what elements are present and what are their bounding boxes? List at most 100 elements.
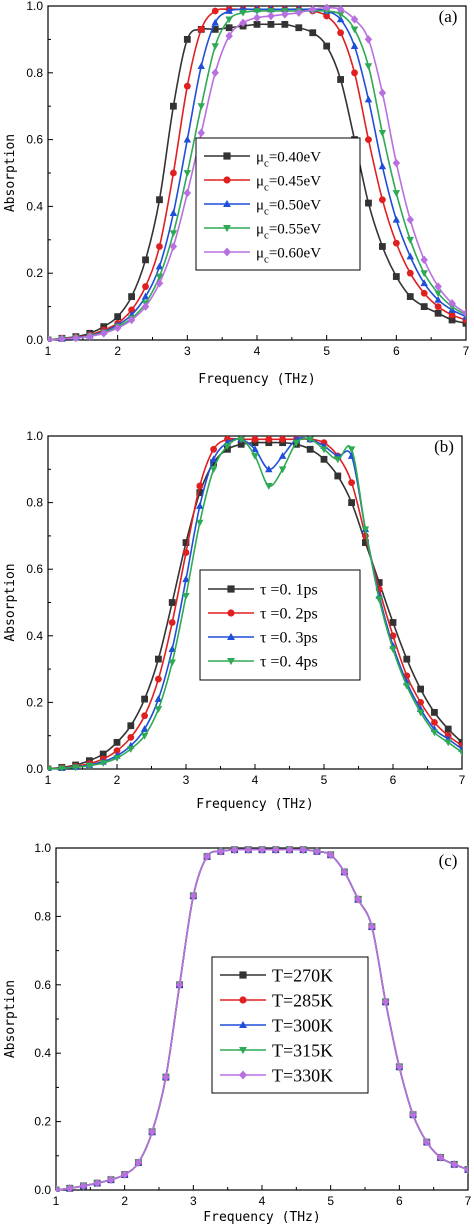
data-point — [175, 980, 184, 990]
data-point — [365, 199, 372, 207]
legend-marker — [223, 247, 231, 257]
data-point — [364, 95, 373, 103]
data-point — [168, 659, 176, 667]
y-tick-label: 0.2 — [34, 1115, 51, 1129]
data-point — [155, 655, 162, 663]
data-point — [203, 852, 211, 861]
data-point — [251, 445, 259, 453]
data-point — [392, 215, 401, 223]
data-point — [141, 695, 148, 703]
data-point — [406, 215, 415, 225]
data-point — [182, 549, 190, 556]
data-point — [375, 596, 383, 604]
data-point — [127, 746, 135, 753]
data-point — [348, 499, 355, 506]
data-point — [113, 738, 121, 746]
legend-marker — [223, 199, 231, 208]
data-point — [444, 725, 452, 733]
data-point — [154, 706, 163, 713]
data-point — [128, 306, 136, 314]
data-point — [127, 315, 136, 325]
chart-panel-3: 1 2 3 4 5 6 7 0.0 0.2 0.4 0.6 0.8 1.0 Frequency (THz)… — [3, 841, 472, 1225]
data-point — [320, 455, 328, 463]
data-point — [406, 293, 414, 300]
data-point — [448, 299, 456, 308]
data-point — [253, 13, 261, 22]
data-point — [182, 539, 190, 546]
data-point — [406, 252, 415, 260]
data-point — [209, 455, 218, 463]
legend-label: τ =0. 1ps — [260, 582, 318, 599]
data-point — [251, 453, 259, 460]
data-point — [58, 334, 66, 342]
x-tick-label: 6 — [390, 773, 397, 787]
y-tick-label: 1.0 — [34, 841, 51, 855]
legend-label: T=285K — [272, 990, 333, 1010]
data-point — [458, 749, 462, 757]
data-point — [225, 16, 233, 24]
data-point — [99, 760, 107, 767]
data-point — [154, 695, 163, 702]
data-point — [169, 242, 178, 251]
data-point — [142, 283, 149, 290]
data-point — [336, 11, 345, 19]
data-point — [434, 282, 442, 291]
panel-label: (b) — [434, 437, 454, 456]
data-point — [406, 236, 415, 244]
data-point — [267, 8, 275, 15]
data-point — [156, 243, 163, 250]
data-point — [420, 303, 428, 310]
y-tick-label: 0.8 — [26, 66, 43, 80]
data-point — [223, 443, 232, 450]
legend-marker — [239, 1046, 247, 1055]
data-point — [278, 466, 287, 474]
legend-label: τ =0. 3ps — [260, 630, 318, 647]
y-tick-label: 1.0 — [26, 0, 43, 13]
x-tick-label: 3 — [183, 773, 190, 787]
legend-marker — [223, 176, 231, 184]
data-point — [347, 446, 356, 454]
data-point — [285, 846, 294, 854]
legend: T=270K T=285K T=300K T=315K T=330K — [211, 956, 369, 1094]
data-point — [169, 209, 178, 216]
data-point — [379, 243, 386, 250]
data-point — [406, 269, 414, 277]
legend-marker — [223, 152, 231, 160]
data-point — [155, 278, 164, 288]
data-point — [99, 329, 108, 338]
data-point — [434, 303, 442, 310]
x-axis-label: Frequency (THz) — [196, 797, 313, 812]
data-point — [127, 733, 135, 741]
data-point — [364, 63, 373, 71]
data-point — [417, 699, 424, 706]
data-point — [183, 36, 191, 43]
data-point — [323, 42, 331, 50]
legend-marker — [239, 971, 247, 979]
x-tick-label: 4 — [252, 773, 259, 787]
data-point — [48, 766, 52, 771]
data-point — [389, 619, 397, 626]
data-point — [348, 479, 355, 487]
data-point — [58, 765, 66, 771]
data-point — [239, 18, 247, 27]
data-point — [170, 169, 177, 177]
data-point — [142, 256, 149, 264]
legend-label: T=270K — [272, 965, 333, 985]
data-point — [336, 15, 345, 23]
data-point — [299, 846, 307, 854]
data-point — [141, 712, 149, 720]
legend-label: T=300K — [272, 1015, 333, 1035]
data-point — [196, 482, 204, 490]
legend-marker — [227, 657, 235, 666]
x-tick-label: 6 — [393, 344, 400, 358]
data-point — [86, 332, 94, 341]
data-point — [183, 82, 191, 90]
data-point — [389, 632, 397, 640]
data-point — [128, 293, 135, 300]
y-axis-label: Absorption — [3, 980, 18, 1058]
data-point — [265, 435, 273, 443]
legend: τ =0. 1ps τ =0. 2ps τ =0. 3ps τ =0. 4ps — [199, 569, 361, 681]
data-point — [253, 8, 261, 15]
legend-label: T=315K — [272, 1040, 333, 1060]
y-tick-label: 0.2 — [26, 695, 43, 709]
